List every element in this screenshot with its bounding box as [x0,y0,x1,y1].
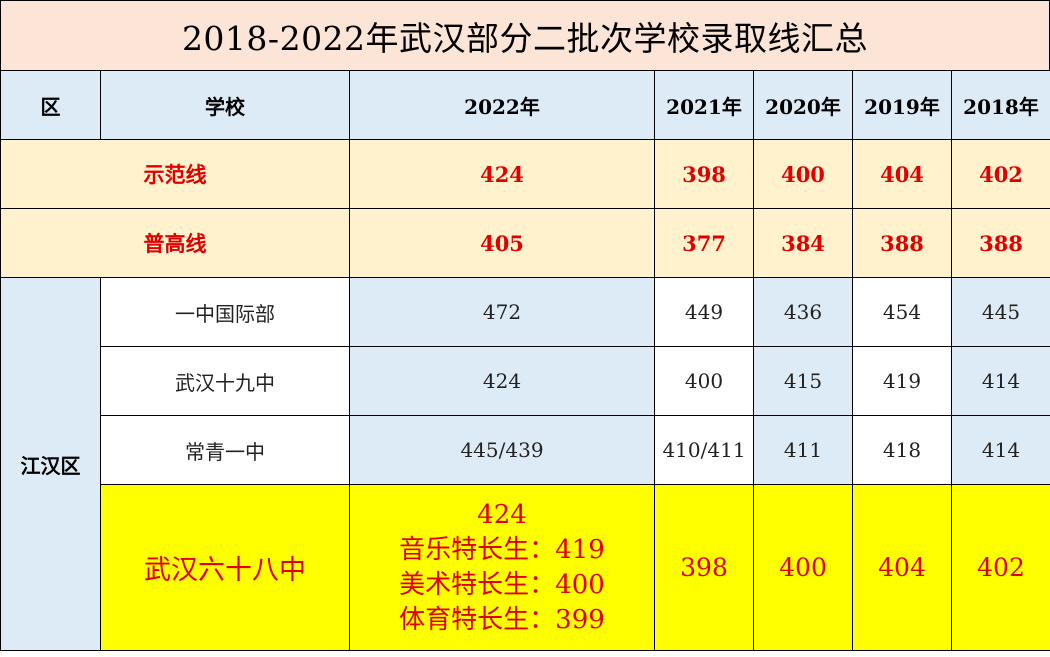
score-2020: 411 [753,415,853,485]
school-row: 常青一中 445/439 410/411 411 418 414 [1,415,1050,485]
score-2022-line: 音乐特长生：419 [399,534,605,565]
table-title: 2018-2022年武汉部分二批次学校录取线汇总 [0,0,1050,71]
score-2022-line: 体育特长生：399 [399,604,605,635]
score-2018: 445 [951,277,1050,347]
header-row: 区 学校 2022年 2021年 2020年 2019年 2018年 [0,70,1050,140]
score-2021: 400 [654,346,754,416]
score-2022: 472 [349,277,655,347]
score-2021: 398 [654,484,754,651]
score-2019: 418 [852,415,952,485]
line-value-2018: 388 [951,208,1050,278]
line-label: 普高线 [0,208,350,278]
score-2019: 454 [852,277,952,347]
line-value-2021: 398 [654,139,754,209]
header-2022: 2022年 [349,70,655,140]
line-value-2019: 388 [852,208,952,278]
score-2022: 445/439 [349,415,655,485]
header-2021: 2021年 [654,70,754,140]
header-2019: 2019年 [852,70,952,140]
line-row-general: 普高线 405 377 384 388 388 [0,208,1050,278]
score-2018: 414 [951,346,1050,416]
score-2018: 414 [951,415,1050,485]
line-value-2020: 400 [753,139,853,209]
line-value-2018: 402 [951,139,1050,209]
school-name: 武汉十九中 [100,346,350,416]
line-value-2020: 384 [753,208,853,278]
header-2020: 2020年 [753,70,853,140]
score-2020: 415 [753,346,853,416]
school-name: 常青一中 [100,415,350,485]
score-2019: 419 [852,346,952,416]
line-value-2022: 424 [349,139,655,209]
highlight-school-row: 武汉六十八中 424 音乐特长生：419 美术特长生：400 体育特长生：399… [1,484,1050,651]
line-value-2021: 377 [654,208,754,278]
admission-score-table: 区 学校 2022年 2021年 2020年 2019年 2018年 示范线 4… [0,70,1050,651]
score-2022: 424 [349,346,655,416]
score-2018: 402 [951,484,1050,651]
score-2021: 449 [654,277,754,347]
school-row: 江汉区 一中国际部 472 449 436 454 445 [0,277,1050,651]
score-2019: 404 [852,484,952,651]
score-2022-line: 美术特长生：400 [399,569,605,600]
header-2018: 2018年 [951,70,1050,140]
score-2022-line: 424 [477,499,527,530]
line-row-demonstration: 示范线 424 398 400 404 402 [0,139,1050,209]
school-row: 武汉十九中 424 400 415 419 414 [1,346,1050,416]
header-district: 区 [0,70,101,140]
line-label: 示范线 [0,139,350,209]
score-2020: 400 [753,484,853,651]
district-cell: 江汉区 [0,277,101,651]
header-school: 学校 [100,70,350,140]
school-name: 武汉六十八中 [100,484,350,651]
score-2021: 410/411 [654,415,754,485]
score-2022-multi: 424 音乐特长生：419 美术特长生：400 体育特长生：399 [349,484,655,651]
school-name: 一中国际部 [100,277,350,347]
score-2020: 436 [753,277,853,347]
line-value-2022: 405 [349,208,655,278]
line-value-2019: 404 [852,139,952,209]
